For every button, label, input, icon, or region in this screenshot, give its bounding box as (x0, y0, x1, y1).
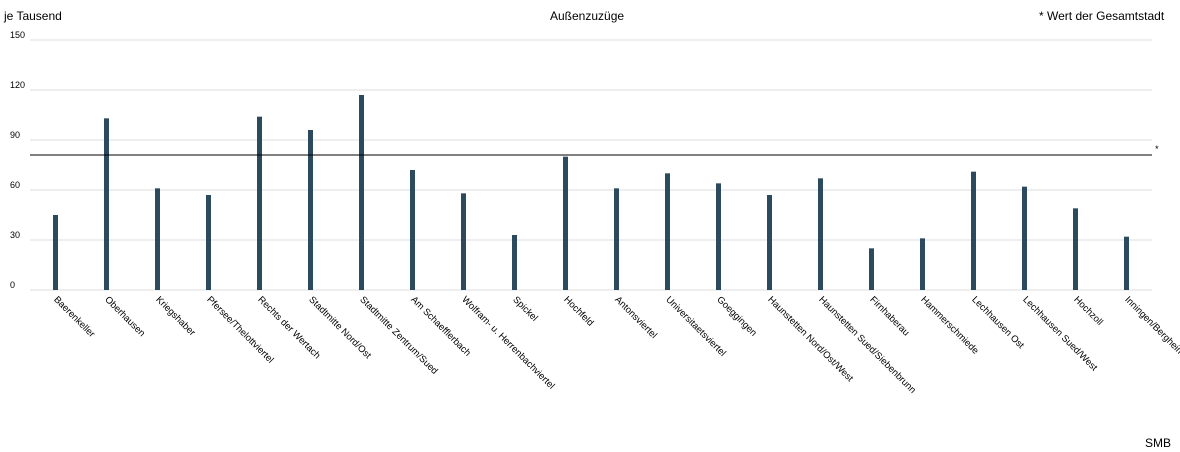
y-tick-label: 150 (10, 30, 25, 40)
reference-note: * Wert der Gesamtstadt (1039, 9, 1165, 23)
y-tick-label: 60 (10, 180, 20, 190)
source-footer: SMB (1145, 436, 1172, 450)
x-tick-label: Lechhausen Ost (969, 294, 1026, 351)
bar (359, 95, 364, 290)
bar (869, 248, 874, 290)
y-unit-label: je Tausend (4, 9, 62, 23)
bar (818, 178, 823, 290)
bar (563, 156, 568, 290)
y-tick-label: 120 (10, 80, 25, 90)
y-tick-label: 0 (10, 280, 15, 290)
x-tick-label: Goeggingen (714, 294, 758, 338)
bar (512, 235, 517, 290)
bar (155, 188, 160, 290)
bar (971, 171, 976, 290)
bar (461, 193, 466, 290)
bar (1124, 236, 1129, 290)
x-tick-label: Haunstetten Sued/Siebenbrunn (816, 294, 918, 396)
x-tick-label: Wolfram- u. Herrenbachviertel (459, 294, 556, 391)
x-tick-label: Oberhausen (102, 294, 147, 339)
bar (767, 195, 772, 290)
reference-line-label: * (1155, 144, 1159, 155)
bar (920, 238, 925, 290)
x-tick-label: Hochzoll (1071, 294, 1105, 328)
bar (257, 116, 262, 291)
bar (614, 188, 619, 290)
x-tick-label: Inningen/Bergheim (1122, 294, 1180, 358)
x-tick-label: Spickel (510, 294, 539, 323)
bar (308, 130, 313, 290)
chart-title: Außenzuzüge (550, 9, 625, 23)
x-tick-label: Haunstetten Nord/Ost/West (765, 294, 855, 384)
y-tick-label: 30 (10, 230, 20, 240)
x-tick-label: Kriegshaber (153, 294, 197, 338)
bar (410, 170, 415, 290)
bar (716, 183, 721, 290)
x-tick-label: Antonsviertel (612, 294, 659, 341)
bar (1022, 186, 1027, 290)
bar (104, 118, 109, 290)
y-tick-label: 90 (10, 130, 20, 140)
bar (53, 215, 58, 290)
bar (665, 173, 670, 290)
x-tick-label: Firnhaberau (867, 294, 911, 338)
x-tick-label: Baerenkeller (51, 294, 96, 339)
bar (1073, 208, 1078, 290)
x-tick-label: Hochfeld (561, 294, 595, 328)
bar (206, 195, 211, 290)
